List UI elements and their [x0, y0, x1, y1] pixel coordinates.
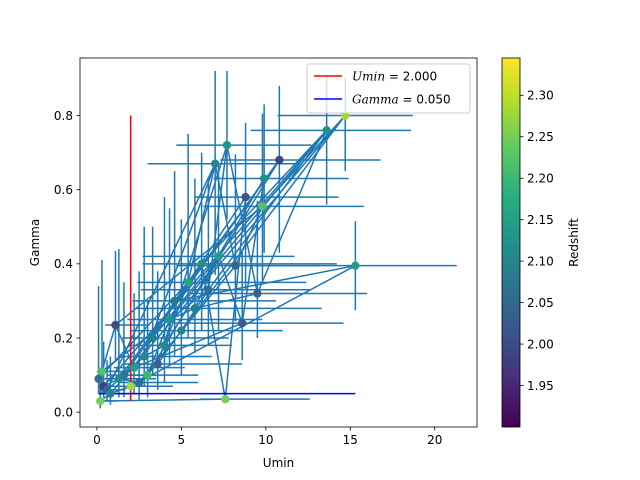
legend-umin-label: Umin = 2.000 — [352, 70, 437, 84]
colorbar-label: Redshift — [567, 218, 581, 267]
scatter-point — [177, 326, 186, 335]
colorbar-tick-label: 2.10 — [527, 254, 554, 268]
scatter-point — [237, 318, 247, 328]
y-tick-label: 0.8 — [54, 109, 73, 123]
scatter-point — [231, 261, 240, 270]
x-tick-label: 15 — [343, 433, 358, 447]
y-axis-ticks: 0.0 0.2 0.4 0.6 0.8 — [54, 109, 80, 419]
x-tick-label: 5 — [178, 433, 186, 447]
scatter-point — [210, 159, 220, 168]
colorbar-tick-label: 2.00 — [527, 337, 554, 351]
x-tick-label: 10 — [258, 433, 273, 447]
colorbar-tick-label: 1.95 — [527, 379, 554, 393]
y-tick-label: 0.2 — [54, 331, 73, 345]
colorbar-ticks: 1.95 2.00 2.05 2.10 2.15 2.20 2.25 2.30 — [520, 89, 554, 393]
colorbar-tick-label: 2.20 — [527, 172, 554, 186]
legend: Umin = 2.000 Gamma = 0.050 — [306, 63, 471, 114]
plot-area-frame — [79, 57, 478, 428]
y-tick-label: 0.6 — [54, 183, 73, 197]
x-axis-label: Umin — [263, 456, 294, 470]
y-axis-label: Gamma — [28, 219, 42, 266]
colorbar-tick-label: 2.15 — [527, 213, 554, 227]
legend-box — [306, 63, 471, 114]
connecting-line — [174, 264, 356, 302]
scatter-point — [94, 374, 103, 383]
scatter-point — [97, 367, 107, 376]
scatter-point — [170, 296, 179, 306]
scatter-point — [165, 315, 174, 324]
legend-gamma-label: Gamma = 0.050 — [352, 93, 451, 107]
scatter-point — [190, 304, 200, 313]
connecting-line — [109, 114, 346, 395]
scatter-point — [221, 394, 230, 404]
scatter-point — [351, 261, 360, 270]
scatter-point — [139, 352, 149, 361]
scatter-point — [259, 174, 269, 183]
scatter-point — [258, 202, 267, 211]
connecting-line — [106, 163, 216, 391]
colorbar-tick-label: 2.25 — [527, 130, 554, 144]
scatter-point — [204, 285, 213, 294]
scatter-point — [143, 370, 152, 380]
scatter-point — [214, 252, 223, 261]
colorbar: 1.95 2.00 2.05 2.10 2.15 2.20 2.25 2.30 Redshif… — [501, 57, 581, 428]
connecting-line — [143, 163, 216, 357]
x-tick-label: 20 — [427, 433, 442, 447]
plot-marks — [94, 70, 457, 409]
y-tick-label: 0.0 — [54, 405, 73, 419]
scatter-point — [134, 378, 144, 387]
scatter-point — [222, 140, 232, 150]
scatter-point — [106, 389, 115, 398]
scatter-point — [253, 289, 262, 298]
scatter-point — [275, 155, 284, 165]
scatter-point — [126, 382, 135, 391]
scatter-point — [111, 320, 120, 330]
scatter-point — [129, 363, 139, 372]
x-tick-label: 0 — [93, 433, 101, 447]
scatter-point — [183, 278, 193, 287]
scatter-point — [197, 259, 206, 269]
scatter-point — [322, 126, 331, 135]
x-axis-ticks: 0 5 10 15 20 — [93, 427, 442, 447]
y-tick-label: 0.4 — [54, 257, 73, 271]
connecting-line — [168, 129, 328, 320]
scatter-point — [148, 333, 157, 343]
scatter-point — [241, 192, 250, 202]
scatter-point — [96, 396, 105, 406]
colorbar-gradient — [501, 57, 521, 428]
scatter-point — [153, 359, 162, 369]
colorbar-tick-label: 2.05 — [527, 296, 554, 310]
scatter-point — [119, 370, 129, 380]
scatter-point — [160, 341, 169, 350]
colorbar-tick-label: 2.30 — [527, 89, 554, 103]
